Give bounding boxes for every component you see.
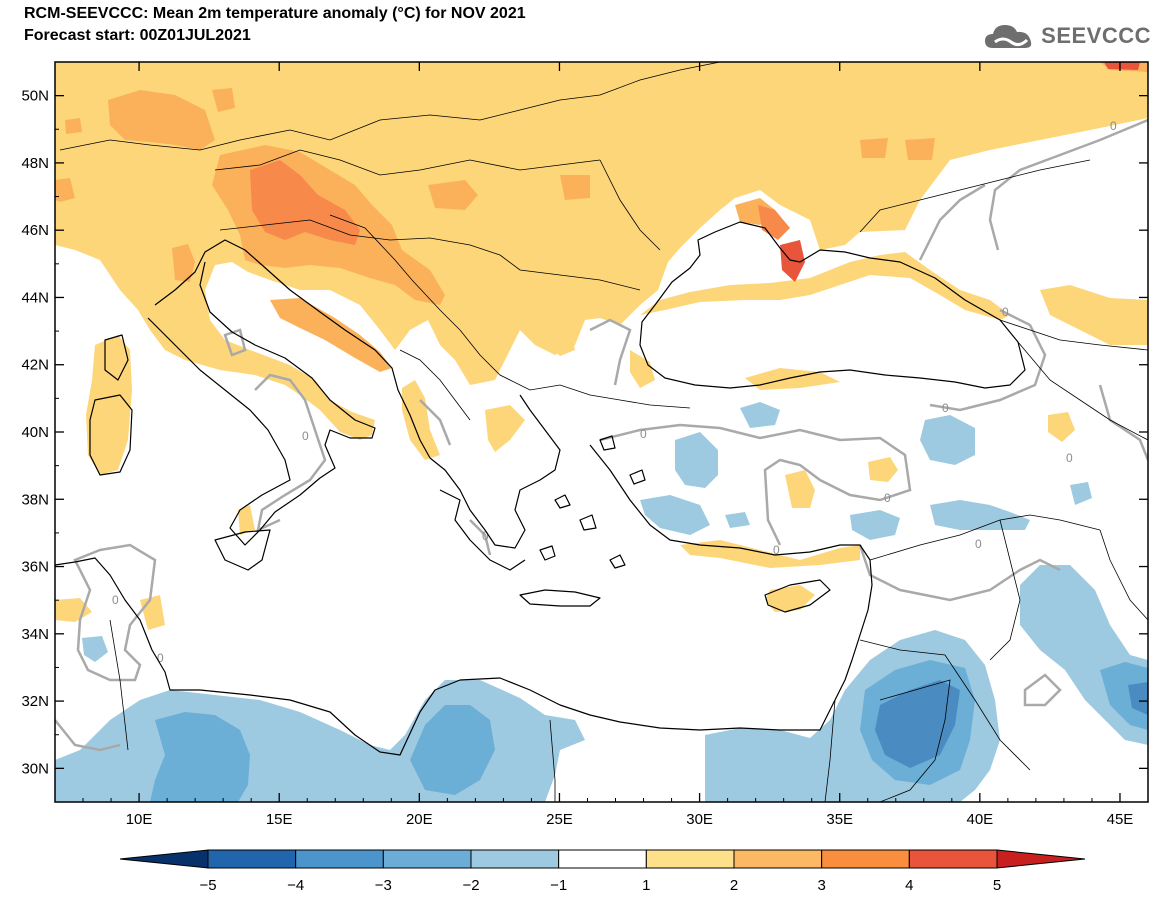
colorbar-tick-label: 1 (642, 877, 650, 894)
colorbar-swatch (908, 849, 998, 869)
longitude-ticks: 10E 15E 20E 25E 30E 35E 40E 45E (82, 62, 1149, 828)
lon-tick-label: 40E (966, 811, 993, 828)
colorbar-swatch (558, 849, 647, 869)
colorbar-swatch (382, 849, 472, 869)
zero-contours (55, 118, 1148, 752)
lat-tick-label: 32N (21, 693, 49, 710)
contour-label: 0 (1002, 305, 1009, 319)
coastlines (55, 221, 1026, 756)
colorbar-tick-label: −2 (462, 877, 479, 894)
contour-label: 0 (157, 651, 164, 665)
contour-label: 0 (773, 543, 780, 557)
cloud-icon (985, 25, 1032, 48)
colorbar-extend-low (119, 849, 209, 869)
logo-text: SEEVCCC (1041, 23, 1151, 48)
colorbar-tick-label: −1 (550, 877, 567, 894)
lon-tick-label: 15E (266, 811, 293, 828)
contour-label: 0 (1110, 119, 1117, 133)
contour-label: 0 (1066, 451, 1073, 465)
contour-label: 0 (302, 429, 309, 443)
colorbar-tick-label: 5 (993, 877, 1001, 894)
colorbar-tick-label: −3 (375, 877, 392, 894)
lat-tick-label: 42N (21, 357, 49, 374)
contour-label: 0 (640, 427, 647, 441)
contour-label: 0 (112, 593, 119, 607)
colorbar-swatch (821, 849, 910, 869)
lat-tick-label: 34N (21, 626, 49, 643)
colorbar-tick-label: 3 (817, 877, 825, 894)
forecast-start: Forecast start: 00Z01JUL2021 (24, 27, 251, 44)
latitude-ticks: 50N 48N 46N 44N 42N 40N 38N 36N 34N 32N 30N (21, 88, 1148, 777)
contour-label: 0 (884, 491, 891, 505)
colorbar-tick-label: 2 (730, 877, 738, 894)
map-title: RCM-SEEVCCC: Mean 2m temperature anomaly… (24, 5, 526, 22)
colorbar-swatch (295, 849, 384, 869)
lat-tick-label: 40N (21, 424, 49, 441)
colorbar-swatch (207, 849, 297, 869)
seevccc-logo: SEEVCCC (983, 20, 1151, 52)
lon-tick-label: 10E (126, 811, 153, 828)
lon-tick-label: 45E (1107, 811, 1134, 828)
colorbar-swatch (733, 849, 823, 869)
colorbar-swatch (645, 849, 735, 869)
contour-label: 0 (975, 537, 982, 551)
lat-tick-label: 38N (21, 491, 49, 508)
lon-tick-label: 20E (406, 811, 433, 828)
lat-tick-label: 30N (21, 760, 49, 777)
lon-tick-label: 25E (546, 811, 573, 828)
colorbar-swatch (470, 849, 560, 869)
lat-tick-label: 48N (21, 155, 49, 172)
lon-tick-label: 35E (826, 811, 853, 828)
colorbar-tick-label: −4 (287, 877, 304, 894)
contour-labels: 0 0 0 0 0 0 0 0 0 0 0 0 (112, 119, 1117, 665)
colorbar: −5 −4 −3 −2 −1 1 2 3 4 5 (119, 849, 1086, 894)
colorbar-extend-high (996, 849, 1086, 869)
lat-tick-label: 36N (21, 559, 49, 576)
contour-label: 0 (942, 401, 949, 415)
lat-tick-label: 50N (21, 88, 49, 105)
colorbar-tick-label: −5 (199, 877, 216, 894)
contour-label: 0 (482, 529, 489, 543)
lon-tick-label: 30E (686, 811, 713, 828)
colorbar-tick-label: 4 (905, 877, 913, 894)
lat-tick-label: 44N (21, 289, 49, 306)
lat-tick-label: 46N (21, 222, 49, 239)
borders (59, 62, 1148, 802)
